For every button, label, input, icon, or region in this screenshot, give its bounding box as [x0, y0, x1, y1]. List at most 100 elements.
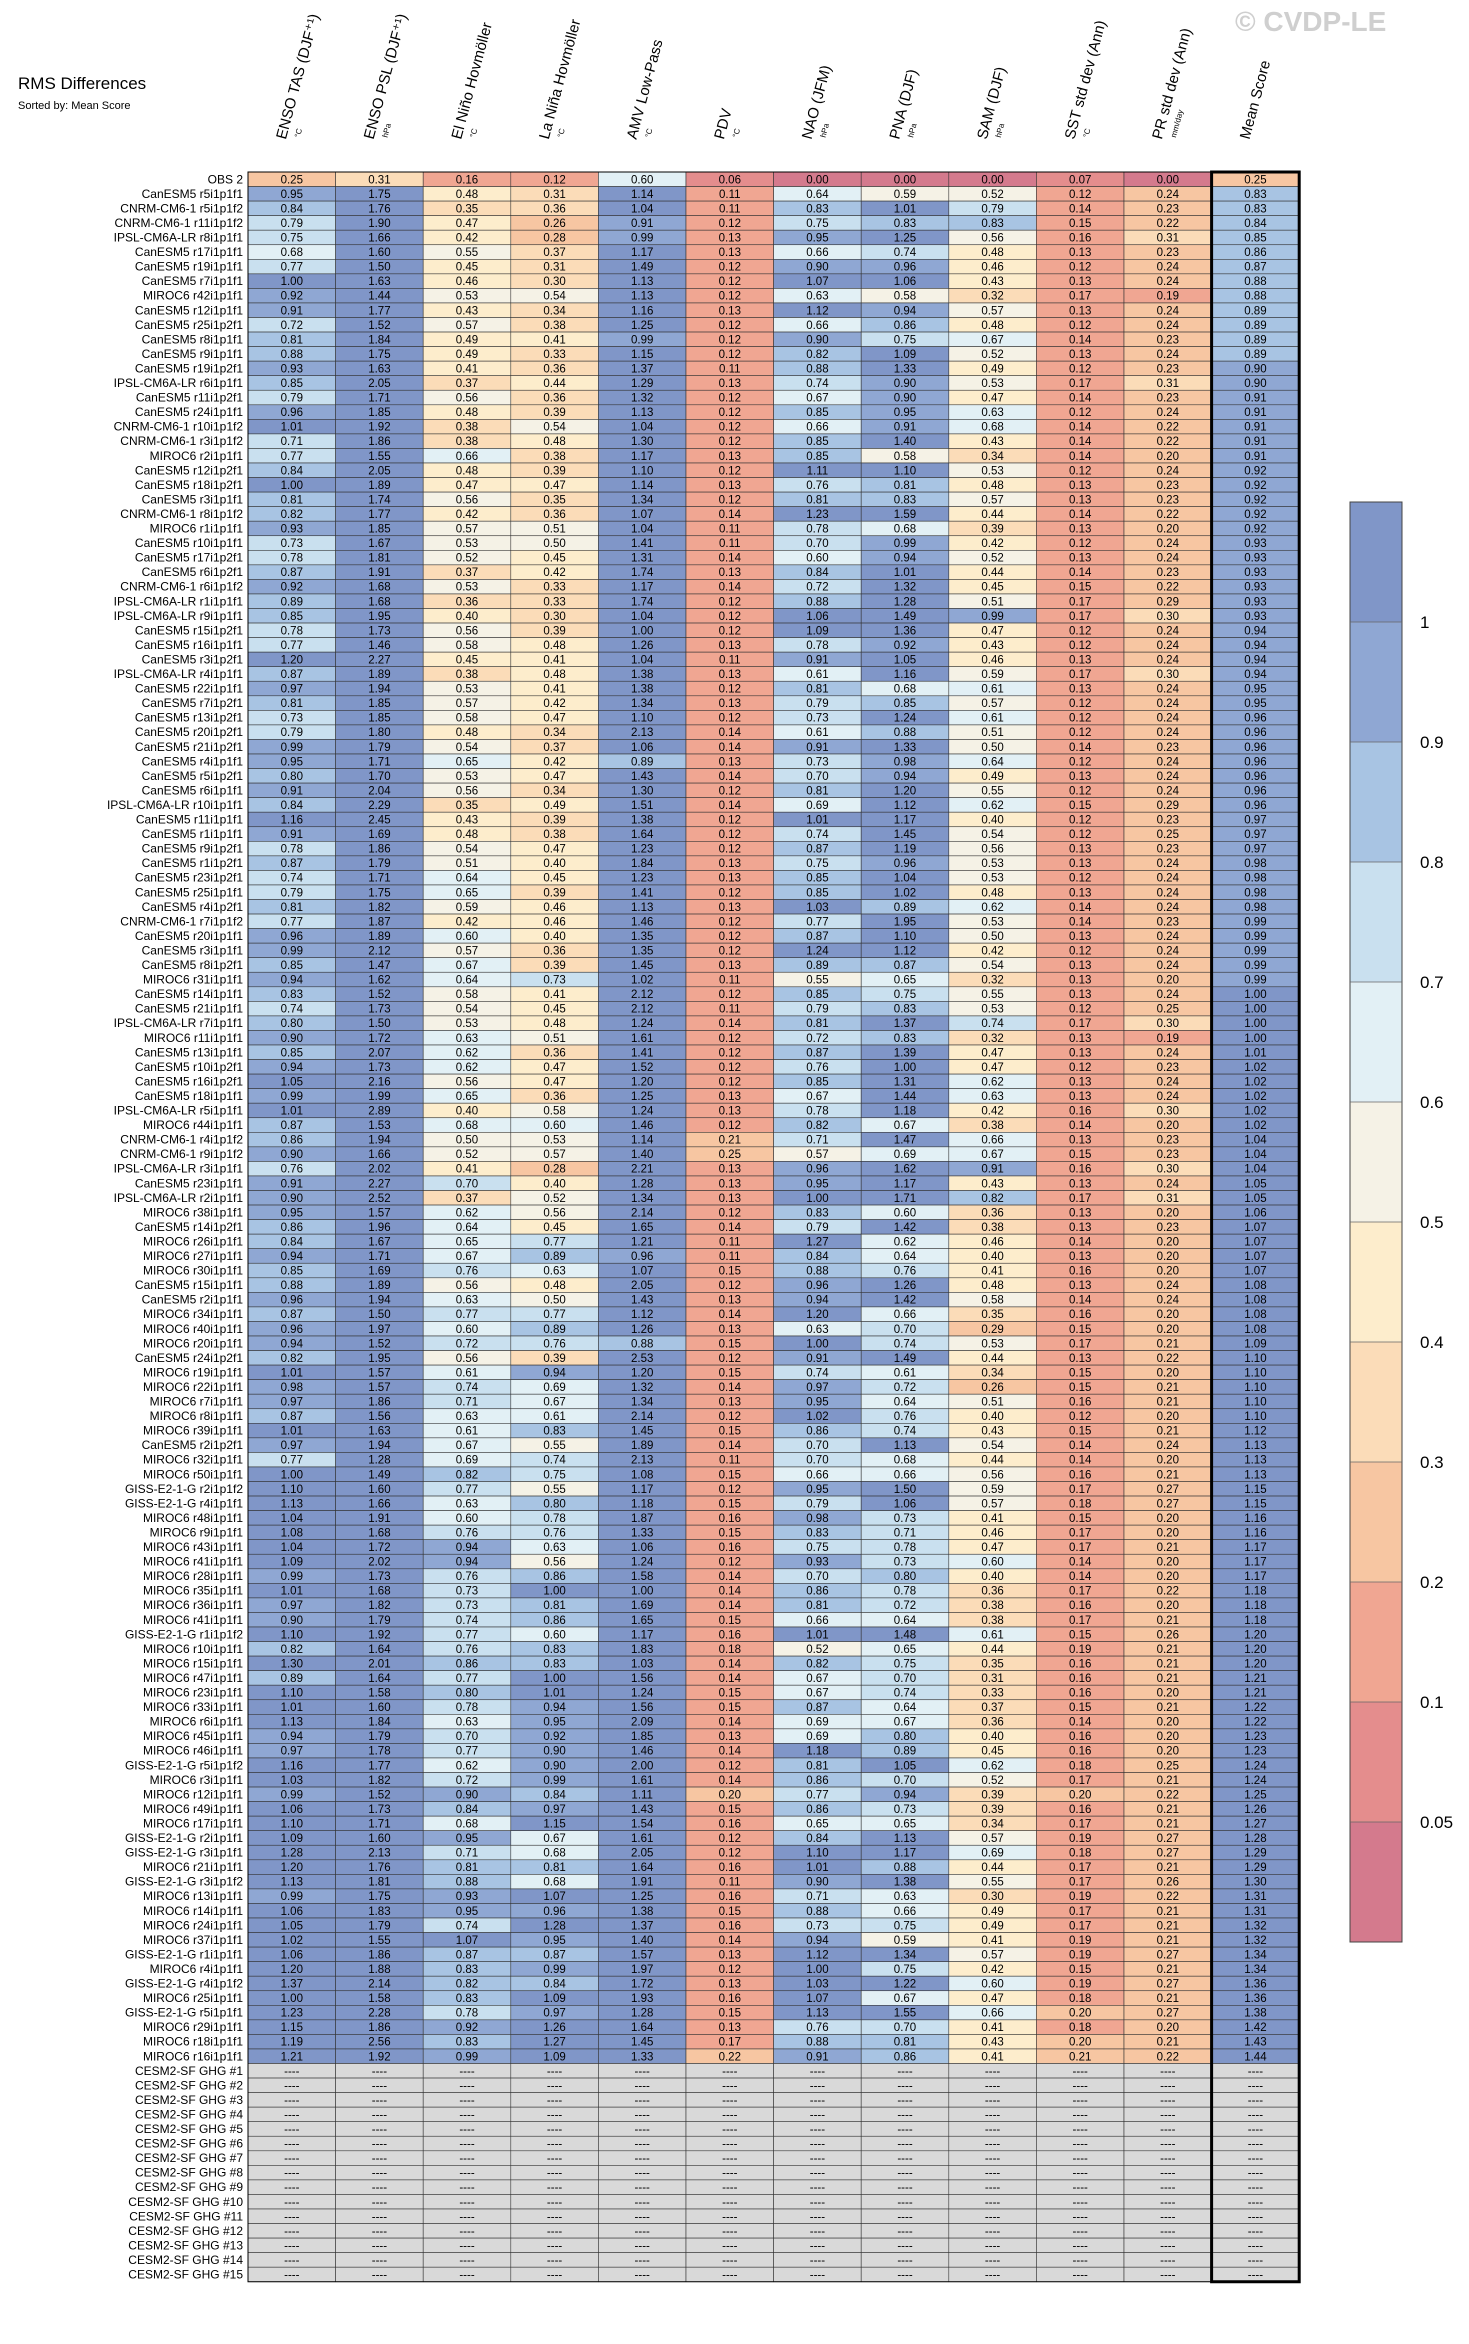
cell-value: 0.24 — [1157, 713, 1180, 725]
row-label: MIROC6 r30i1p1f1 — [143, 1264, 243, 1278]
cell-value: ---- — [459, 2211, 474, 2223]
cell-value: 0.79 — [806, 1498, 828, 1510]
cell-value: 1.43 — [1244, 2037, 1266, 2049]
cell-value: 1.12 — [806, 305, 828, 317]
cell-value: 1.08 — [1244, 1280, 1266, 1292]
cell-value: 1.64 — [631, 829, 654, 841]
cell-value: 1.01 — [281, 1367, 303, 1379]
cell-value: 0.12 — [719, 1833, 741, 1845]
row-label: CanESM5 r16i1p2f1 — [135, 1074, 243, 1088]
row-label: CanESM5 r12i1p2f1 — [135, 463, 243, 477]
cell-value: 1.91 — [368, 567, 390, 579]
cell-value: 0.14 — [1069, 1717, 1092, 1729]
cell-value: 0.13 — [1069, 524, 1091, 536]
cell-value: 0.87 — [456, 1949, 478, 1961]
cell-value: 0.92 — [281, 291, 303, 303]
row-label: MIROC6 r23i1p1f1 — [143, 1686, 243, 1700]
cell-value: 0.73 — [543, 975, 565, 987]
cell-value: 1.89 — [368, 1280, 390, 1292]
cell-value: 0.14 — [1069, 1571, 1092, 1583]
row-label: GISS-E2-1-G r3i1p1f1 — [125, 1846, 243, 1860]
cell-value: 0.92 — [1244, 480, 1266, 492]
cell-value: 0.20 — [1157, 1207, 1179, 1219]
cell-value: 1.28 — [543, 1920, 565, 1932]
cell-value: 0.13 — [719, 902, 741, 914]
cell-value: 0.53 — [981, 873, 1003, 885]
cell-value: ---- — [459, 2226, 474, 2238]
cell-value: 0.27 — [1157, 1949, 1179, 1961]
cell-value: 0.24 — [1157, 902, 1180, 914]
cell-value: 0.90 — [281, 1615, 303, 1627]
cell-value: 0.62 — [981, 1760, 1003, 1772]
cell-value: 1.52 — [368, 989, 390, 1001]
heatmap-cells — [247, 171, 1300, 2283]
cell-value: 2.12 — [631, 1004, 653, 1016]
colorbar-segment — [1350, 502, 1402, 622]
colorbar-tick-label: 0.1 — [1420, 1693, 1444, 1712]
cell-value: 1.12 — [894, 800, 916, 812]
cell-value: 0.38 — [981, 1120, 1003, 1132]
cell-value: 1.24 — [894, 713, 917, 725]
cell-value: 1.06 — [281, 1906, 303, 1918]
cell-value: 0.00 — [894, 174, 916, 186]
cell-value: 0.17 — [1069, 291, 1091, 303]
cell-value: ---- — [722, 2211, 737, 2223]
row-label: IPSL-CM6A-LR r10i1p1f1 — [107, 798, 243, 812]
cell-value: 1.94 — [368, 1440, 391, 1452]
cell-value: 0.74 — [543, 1455, 566, 1467]
cell-value: ---- — [722, 2182, 737, 2194]
cell-value: 1.10 — [281, 1688, 303, 1700]
cell-value: 0.13 — [719, 1193, 741, 1205]
cell-value: 0.38 — [543, 451, 565, 463]
cell-value: 0.14 — [719, 553, 742, 565]
cell-value: ---- — [635, 2182, 650, 2194]
cell-value: 1.28 — [281, 1848, 303, 1860]
cell-value: 0.16 — [1069, 1600, 1091, 1612]
cell-value: 0.99 — [631, 233, 653, 245]
row-label: GISS-E2-1-G r1i1p1f2 — [125, 1627, 243, 1641]
cell-value: 0.11 — [719, 189, 741, 201]
cell-value: 0.12 — [719, 945, 741, 957]
row-label: MIROC6 r43i1p1f1 — [143, 1540, 243, 1554]
cell-value: 0.24 — [1157, 771, 1180, 783]
cell-value: 0.13 — [719, 698, 741, 710]
cell-value: 1.94 — [368, 684, 391, 696]
cell-value: 0.15 — [719, 1469, 741, 1481]
cell-value: 1.10 — [894, 465, 916, 477]
cell-value: 0.24 — [1157, 873, 1180, 885]
cell-value: 1.00 — [894, 1062, 916, 1074]
cell-value: 1.52 — [368, 1338, 390, 1350]
cell-value: 0.22 — [1157, 1586, 1179, 1598]
cell-value: 1.04 — [1244, 1164, 1267, 1176]
row-label: CESM2-SF GHG #5 — [135, 2122, 243, 2136]
cell-value: 0.14 — [719, 1571, 742, 1583]
cell-value: 0.97 — [281, 684, 303, 696]
cell-value: 1.13 — [281, 1498, 303, 1510]
cell-value: 0.38 — [543, 829, 565, 841]
cell-value: ---- — [1160, 2270, 1175, 2282]
cell-value: 0.16 — [1069, 1658, 1091, 1670]
cell-value: 1.64 — [631, 1862, 654, 1874]
cell-value: 0.12 — [1069, 1062, 1091, 1074]
cell-value: 0.23 — [1157, 1062, 1179, 1074]
cell-value: ---- — [547, 2182, 562, 2194]
cell-value: 0.48 — [456, 727, 478, 739]
cell-value: 0.47 — [981, 1993, 1003, 2005]
cell-value: ---- — [1073, 2080, 1088, 2092]
cell-value: 1.45 — [631, 1426, 653, 1438]
cell-value: 0.14 — [719, 1673, 742, 1685]
cell-value: 0.90 — [894, 393, 916, 405]
cell-value: 0.88 — [894, 727, 916, 739]
cell-value: 0.12 — [719, 1848, 741, 1860]
cell-value: 1.96 — [368, 1222, 390, 1234]
cell-value: 0.14 — [1069, 742, 1092, 754]
cell-value: 1.00 — [543, 1673, 565, 1685]
cell-value: 0.30 — [543, 611, 565, 623]
cell-value: 0.28 — [543, 233, 565, 245]
cell-value: 1.20 — [806, 1309, 828, 1321]
cell-value: 0.62 — [894, 1236, 916, 1248]
cell-value: 0.75 — [894, 1964, 916, 1976]
column-unit: hPa — [819, 122, 832, 139]
cell-value: 0.99 — [631, 334, 653, 346]
cell-value: 0.77 — [456, 1673, 478, 1685]
